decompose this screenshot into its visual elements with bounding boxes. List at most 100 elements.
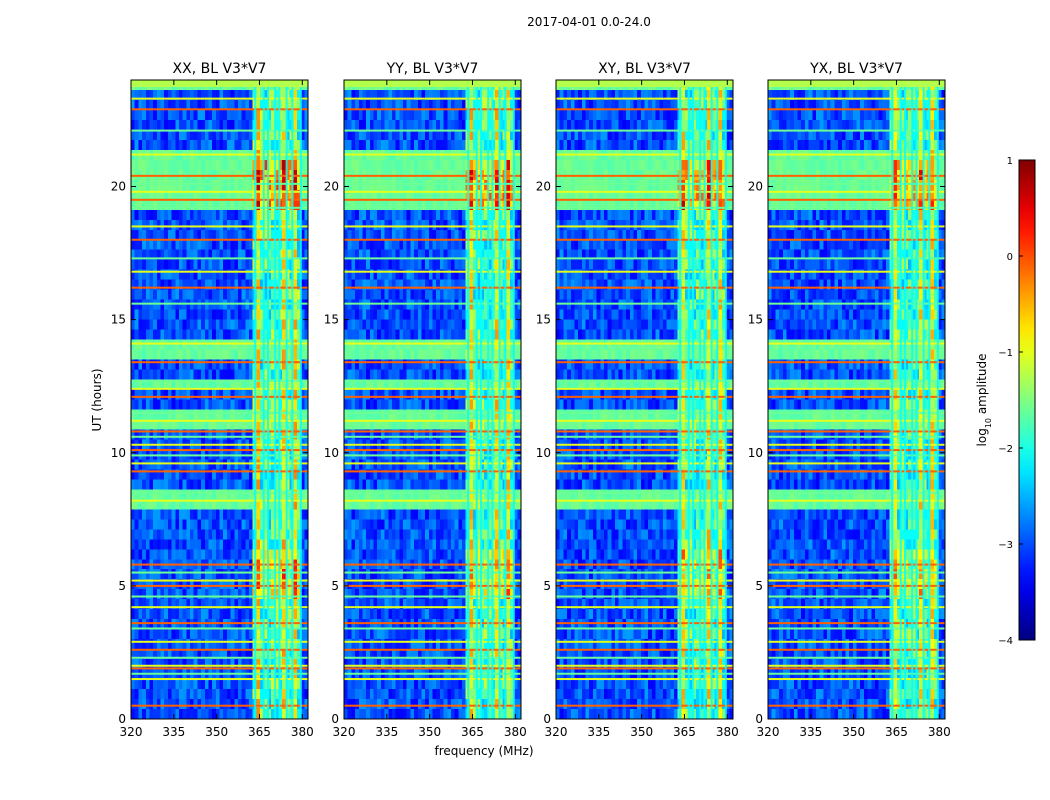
heatmap-cell xyxy=(215,489,221,500)
heatmap-cell xyxy=(167,99,173,111)
heatmap-cell xyxy=(245,479,250,490)
heatmap-cell xyxy=(182,269,187,281)
heatmap-cell xyxy=(450,109,456,121)
heatmap-cell xyxy=(480,129,485,141)
heatmap-cell xyxy=(212,89,217,101)
heatmap-cell xyxy=(480,159,485,171)
heatmap-cell xyxy=(480,259,485,271)
heatmap-cell xyxy=(215,299,221,311)
heatmap-cell xyxy=(142,629,147,640)
heatmap-cell xyxy=(234,369,239,381)
heatmap-cell xyxy=(480,399,485,411)
heatmap-cell xyxy=(300,359,305,371)
heatmap-cell xyxy=(267,509,272,520)
heatmap-cell xyxy=(285,479,291,490)
heatmap-cell xyxy=(462,319,467,331)
heatmap-cell xyxy=(160,349,165,361)
heatmap-cell xyxy=(167,309,173,321)
heatmap-cell xyxy=(201,699,206,710)
heatmap-cell xyxy=(366,359,371,371)
heatmap-cell xyxy=(347,89,352,101)
heatmap-cell xyxy=(241,329,246,341)
heatmap-cell xyxy=(436,339,441,351)
heatmap-cell xyxy=(491,399,496,411)
heatmap-cell xyxy=(388,129,393,141)
heatmap-cell xyxy=(285,499,291,510)
heatmap-cell xyxy=(145,119,151,131)
heatmap-cell xyxy=(204,389,210,401)
heatmap-cell xyxy=(278,549,283,560)
heatmap-cell xyxy=(278,89,283,101)
heatmap-cell xyxy=(175,89,180,101)
heatmap-cell xyxy=(417,229,423,241)
heatmap-cell xyxy=(517,359,522,371)
heatmap-cell xyxy=(131,399,136,411)
heatmap-cell xyxy=(208,579,213,590)
heatmap-cell xyxy=(293,239,298,251)
heatmap-cell xyxy=(469,199,474,211)
heatmap-cell xyxy=(304,199,309,211)
heatmap-cell xyxy=(428,299,434,311)
heatmap-cell xyxy=(428,309,434,321)
heatmap-cell xyxy=(274,249,280,261)
heatmap-cell xyxy=(153,139,158,151)
heatmap-cell xyxy=(384,159,389,171)
heatmap-cell xyxy=(293,249,298,261)
heatmap-cell xyxy=(234,279,239,291)
heatmap-cell xyxy=(443,279,448,291)
heatmap-cell xyxy=(153,119,158,131)
heatmap-cell xyxy=(138,329,143,341)
heatmap-cell xyxy=(362,259,367,271)
heatmap-cell xyxy=(469,309,474,321)
heatmap-cell xyxy=(473,399,478,411)
heatmap-cell xyxy=(219,159,224,171)
heatmap-cell xyxy=(234,309,239,321)
heatmap-cell xyxy=(296,419,302,431)
heatmap-cell xyxy=(447,389,452,401)
heatmap-cell xyxy=(175,279,180,291)
heatmap-cell xyxy=(495,399,500,411)
heatmap-cell xyxy=(377,209,382,221)
heatmap-cell xyxy=(491,339,496,351)
heatmap-cell xyxy=(149,339,154,351)
heatmap-cell xyxy=(153,569,158,580)
heatmap-cell xyxy=(175,209,180,221)
heatmap-cell xyxy=(204,629,210,640)
heatmap-cell xyxy=(491,129,496,141)
heatmap-cell xyxy=(271,429,276,441)
heatmap-cell xyxy=(304,489,309,500)
heatmap-cell xyxy=(167,179,173,191)
heatmap-cell xyxy=(164,159,169,171)
heatmap-cell xyxy=(208,649,213,660)
heatmap-cell xyxy=(193,349,198,361)
heatmap-cell xyxy=(271,319,276,331)
heatmap-cell xyxy=(171,469,176,480)
heatmap-cell xyxy=(156,549,162,560)
heatmap-cell xyxy=(399,139,404,151)
heatmap-cell xyxy=(403,329,408,341)
heatmap-cell xyxy=(304,459,309,470)
heatmap-cell xyxy=(271,709,276,720)
heatmap-cell xyxy=(487,419,493,431)
heatmap-cell xyxy=(428,379,434,391)
heatmap-cell xyxy=(506,389,511,401)
heatmap-cell xyxy=(347,219,352,231)
heatmap-cell xyxy=(178,509,184,520)
heatmap-cell xyxy=(145,109,151,121)
heatmap-cell xyxy=(164,189,169,201)
heatmap-cell xyxy=(263,359,269,371)
heatmap-cell xyxy=(432,229,437,241)
heatmap-cell xyxy=(237,539,243,550)
heatmap-cell xyxy=(160,409,165,421)
heatmap-cell xyxy=(417,189,423,201)
heatmap-cell xyxy=(175,709,180,720)
heatmap-cell xyxy=(391,349,397,361)
heatmap-cell xyxy=(355,89,360,101)
heatmap-cell xyxy=(458,399,463,411)
heatmap-cell xyxy=(271,109,276,121)
heatmap-cell xyxy=(260,469,265,480)
heatmap-cell xyxy=(274,139,280,151)
heatmap-cell xyxy=(160,539,165,550)
heatmap-cell xyxy=(237,519,243,530)
heatmap-cell xyxy=(498,179,504,191)
